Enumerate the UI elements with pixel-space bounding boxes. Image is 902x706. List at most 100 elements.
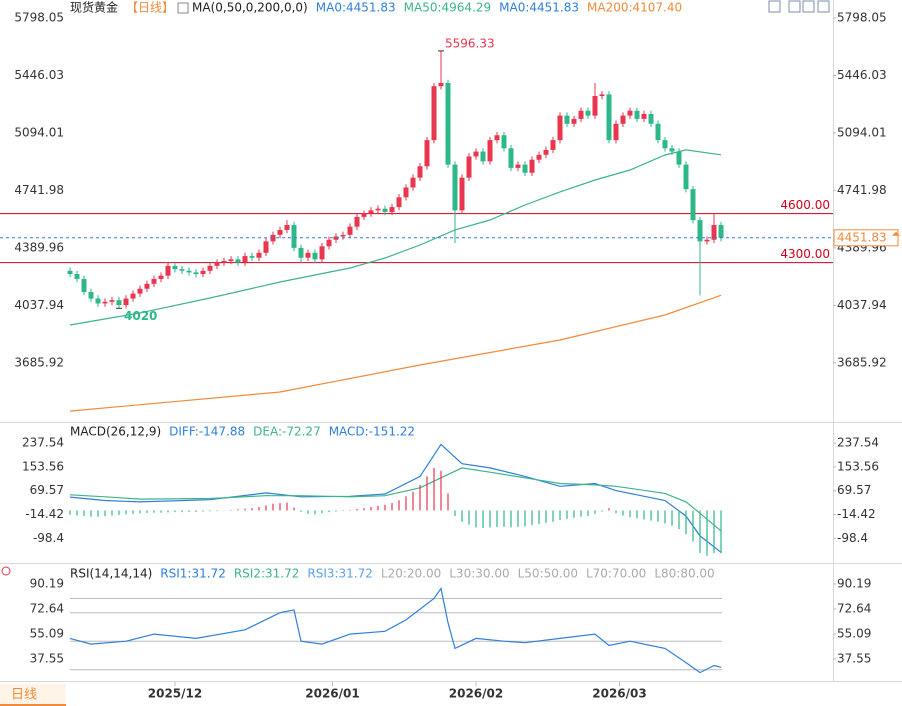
low-label: 4020 xyxy=(124,309,157,323)
candle-body xyxy=(466,156,472,178)
period-button[interactable]: 日线 xyxy=(11,688,37,703)
candle-body xyxy=(634,110,640,119)
candle-body xyxy=(648,113,654,124)
header-label: DIFF:-147.88 xyxy=(169,425,245,439)
y-tick-label: 237.54 xyxy=(837,436,879,450)
candle-body xyxy=(158,275,164,279)
candle-body xyxy=(396,197,402,208)
tool-icon[interactable] xyxy=(768,0,781,13)
candle-body xyxy=(88,292,94,299)
header-label: RSI3:31.72 xyxy=(307,567,373,581)
x-tick-label: 2026/03 xyxy=(592,687,646,701)
candle-body xyxy=(487,140,493,162)
candle-body xyxy=(144,283,150,289)
y-tick-label: 4037.94 xyxy=(14,298,64,312)
x-tick-label: 2026/02 xyxy=(449,687,503,701)
period-button-bg[interactable] xyxy=(0,684,66,706)
tool-icon[interactable] xyxy=(788,0,801,13)
candle-body xyxy=(193,272,199,275)
tool-icon[interactable] xyxy=(817,0,830,13)
candle-body xyxy=(480,151,486,162)
candle-body xyxy=(550,140,556,150)
candle-body xyxy=(564,115,570,124)
last-price-arrow xyxy=(892,231,900,236)
y-tick-label: 153.56 xyxy=(837,459,879,473)
ma-icon xyxy=(177,2,189,14)
header-label: DEA:-72.27 xyxy=(253,425,321,439)
y-tick-label: 37.55 xyxy=(30,651,64,665)
y-tick-label: -98.4 xyxy=(33,531,64,545)
candle-body xyxy=(95,298,101,304)
header-label: L20:20.00 xyxy=(381,567,441,581)
candle-body xyxy=(284,225,290,230)
tool-icon[interactable] xyxy=(802,0,815,13)
header-label: L50:50.00 xyxy=(518,567,578,581)
candle-body xyxy=(74,274,80,279)
candle-body xyxy=(298,247,304,258)
candle-body xyxy=(543,149,549,155)
header-label: MACD(26,12,9) xyxy=(70,425,161,439)
candle-body xyxy=(291,225,297,248)
candle-body xyxy=(599,94,605,97)
y-tick-label: 69.57 xyxy=(837,483,871,497)
candle-body xyxy=(207,265,213,271)
price-line-label: 4300.00 xyxy=(780,247,830,261)
candle-body xyxy=(641,113,647,119)
candle-body xyxy=(151,278,157,284)
settings-icon[interactable] xyxy=(1,566,11,576)
candle-body xyxy=(697,220,703,242)
candle-body xyxy=(662,140,668,149)
indicator-line xyxy=(69,149,722,326)
header-label: 现货黄金 xyxy=(70,0,118,15)
candle-body xyxy=(242,256,248,263)
candle-body xyxy=(305,252,311,258)
candle-body xyxy=(508,148,514,168)
candle-body xyxy=(340,234,346,237)
indicator-line xyxy=(69,294,722,412)
candle-body xyxy=(718,225,724,238)
header-label: MA200:4107.40 xyxy=(587,1,682,15)
y-tick-label: 5446.03 xyxy=(837,68,887,82)
candle-body xyxy=(690,189,696,221)
y-tick-label: 5798.05 xyxy=(837,10,887,24)
candle-body xyxy=(606,94,612,141)
candle-body xyxy=(249,256,255,258)
y-tick-label: 37.55 xyxy=(837,651,871,665)
candle-body xyxy=(277,229,283,235)
price-line-label: 4600.00 xyxy=(780,198,830,212)
candle-body xyxy=(130,293,136,299)
y-tick-label: 72.64 xyxy=(30,601,64,615)
last-price-box xyxy=(833,229,899,247)
candle-body xyxy=(347,226,353,235)
candle-body xyxy=(578,110,584,119)
y-tick-label: 153.56 xyxy=(22,459,64,473)
candle-body xyxy=(186,270,192,273)
candle-body xyxy=(312,252,318,260)
candle-body xyxy=(676,151,682,165)
candle-body xyxy=(410,177,416,188)
candle-body xyxy=(123,298,129,306)
candle-body xyxy=(326,239,332,247)
indicator-line xyxy=(69,467,722,532)
y-tick-label: 69.57 xyxy=(30,483,64,497)
y-tick-label: 55.09 xyxy=(30,626,64,640)
candle-body xyxy=(81,278,87,293)
candle-body xyxy=(557,115,563,141)
candle-body xyxy=(613,123,619,141)
candle-body xyxy=(571,118,577,124)
header-label: L30:30.00 xyxy=(449,567,509,581)
candle-body xyxy=(165,265,171,276)
candle-body xyxy=(655,123,661,141)
x-tick-label: 2025/12 xyxy=(148,687,202,701)
candle-body xyxy=(361,213,367,217)
candle-body xyxy=(109,300,115,302)
y-tick-label: 72.64 xyxy=(837,601,871,615)
indicator-line xyxy=(69,587,722,674)
header-label: RSI(14,14,14) xyxy=(70,567,152,581)
candle-body xyxy=(382,208,388,212)
y-tick-label: -14.42 xyxy=(837,507,876,521)
y-tick-label: 4741.98 xyxy=(14,183,64,197)
y-tick-label: 5798.05 xyxy=(14,10,64,24)
candle-body xyxy=(389,207,395,212)
